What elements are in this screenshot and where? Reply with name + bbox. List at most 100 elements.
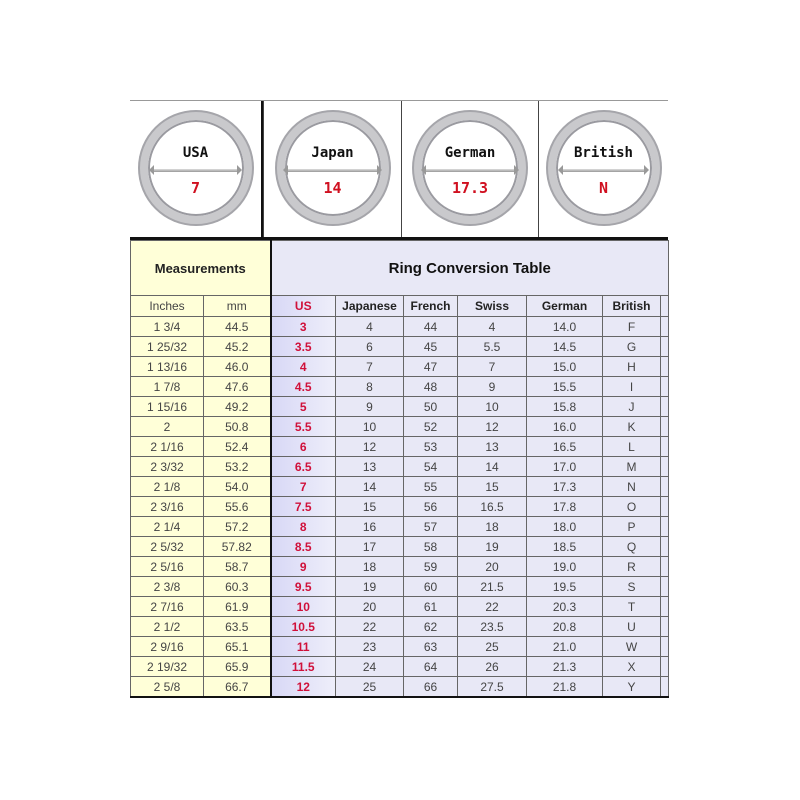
blank-cell <box>660 616 670 637</box>
cell-us: 8 <box>270 516 337 537</box>
col-inches: Inches <box>130 295 204 317</box>
cell-inches: 1 7/8 <box>130 376 204 397</box>
cell-british: G <box>602 336 662 357</box>
cell-british: L <box>602 436 662 457</box>
table-row: 2 5/8 66.7 12 25 66 27.5 21.8 Y <box>130 676 670 698</box>
table-row: 2 5/16 58.7 9 18 59 20 19.0 R <box>130 556 670 577</box>
measurements-header: Measurements <box>129 240 272 296</box>
cell-japanese: 9 <box>335 396 405 417</box>
cell-us: 10 <box>270 596 337 617</box>
cell-us: 9.5 <box>270 576 337 597</box>
cell-japanese: 4 <box>335 316 405 337</box>
cell-japanese: 10 <box>335 416 405 437</box>
table-row: 2 3/16 55.6 7.5 15 56 16.5 17.8 O <box>130 496 670 517</box>
cell-german: 21.3 <box>526 656 604 677</box>
cell-us: 6 <box>270 436 337 457</box>
ring-german: German 17.3 <box>401 101 538 237</box>
cell-mm: 53.2 <box>202 456 272 477</box>
table-title: Ring Conversion Table <box>270 240 670 296</box>
cell-german: 17.0 <box>526 456 604 477</box>
cell-swiss: 10 <box>457 396 528 417</box>
cell-mm: 61.9 <box>202 596 272 617</box>
col-japanese: Japanese <box>335 295 405 317</box>
blank-cell <box>660 356 670 377</box>
cell-german: 18.5 <box>526 536 604 557</box>
cell-german: 17.3 <box>526 476 604 497</box>
cell-french: 63 <box>403 636 459 657</box>
blank-cell <box>660 676 670 698</box>
cell-japanese: 24 <box>335 656 405 677</box>
cell-german: 14.5 <box>526 336 604 357</box>
col-us: US <box>270 295 337 317</box>
cell-german: 18.0 <box>526 516 604 537</box>
cell-british: K <box>602 416 662 437</box>
cell-us: 9 <box>270 556 337 577</box>
cell-german: 15.8 <box>526 396 604 417</box>
cell-french: 66 <box>403 676 459 698</box>
cell-german: 20.8 <box>526 616 604 637</box>
cell-inches: 1 3/4 <box>130 316 204 337</box>
cell-us: 7 <box>270 476 337 497</box>
ring-icon <box>414 112 526 224</box>
cell-mm: 57.82 <box>202 536 272 557</box>
table-row: 1 15/16 49.2 5 9 50 10 15.8 J <box>130 396 670 417</box>
cell-french: 59 <box>403 556 459 577</box>
cell-british: J <box>602 396 662 417</box>
cell-mm: 47.6 <box>202 376 272 397</box>
cell-inches: 2 7/16 <box>130 596 204 617</box>
cell-inches: 2 1/2 <box>130 616 204 637</box>
cell-swiss: 26 <box>457 656 528 677</box>
cell-us: 5 <box>270 396 337 417</box>
cell-inches: 2 <box>130 416 204 437</box>
cell-mm: 65.9 <box>202 656 272 677</box>
cell-german: 21.8 <box>526 676 604 698</box>
blank-cell <box>660 316 670 337</box>
ring-japan: Japan 14 <box>263 101 401 237</box>
cell-inches: 1 13/16 <box>130 356 204 377</box>
blank-cell <box>660 416 670 437</box>
cell-mm: 46.0 <box>202 356 272 377</box>
cell-french: 56 <box>403 496 459 517</box>
blank-cell <box>660 596 670 617</box>
cell-french: 60 <box>403 576 459 597</box>
cell-swiss: 7 <box>457 356 528 377</box>
blank-cell <box>660 436 670 457</box>
blank-cell <box>660 496 670 517</box>
ring-value: N <box>598 179 609 197</box>
cell-japanese: 23 <box>335 636 405 657</box>
cell-german: 19.0 <box>526 556 604 577</box>
cell-german: 14.0 <box>526 316 604 337</box>
cell-french: 44 <box>403 316 459 337</box>
blank-cell <box>660 376 670 397</box>
cell-british: W <box>602 636 662 657</box>
ring-usa: USA 7 <box>130 101 263 237</box>
cell-swiss: 13 <box>457 436 528 457</box>
cell-japanese: 25 <box>335 676 405 698</box>
cell-mm: 63.5 <box>202 616 272 637</box>
cell-us: 4.5 <box>270 376 337 397</box>
cell-french: 45 <box>403 336 459 357</box>
cell-inches: 2 3/8 <box>130 576 204 597</box>
ring-icon <box>276 112 389 224</box>
double-arrow-icon <box>283 165 382 175</box>
cell-swiss: 27.5 <box>457 676 528 698</box>
cell-german: 16.0 <box>526 416 604 437</box>
cell-british: Y <box>602 676 662 698</box>
cell-inches: 2 5/32 <box>130 536 204 557</box>
blank-cell <box>660 456 670 477</box>
table-row: 2 1/4 57.2 8 16 57 18 18.0 P <box>130 516 670 537</box>
cell-british: R <box>602 556 662 577</box>
cell-swiss: 20 <box>457 556 528 577</box>
cell-inches: 2 5/8 <box>130 676 204 698</box>
table-row: 1 7/8 47.6 4.5 8 48 9 15.5 I <box>130 376 670 397</box>
cell-british: H <box>602 356 662 377</box>
cell-us: 6.5 <box>270 456 337 477</box>
cell-swiss: 19 <box>457 536 528 557</box>
table-row: 2 9/16 65.1 11 23 63 25 21.0 W <box>130 636 670 657</box>
cell-british: P <box>602 516 662 537</box>
ring-size-chart: USA 7 Japan 14 German 17.3 British N <box>129 100 670 698</box>
cell-swiss: 12 <box>457 416 528 437</box>
ring-illustrations: USA 7 Japan 14 German 17.3 British N <box>130 100 668 240</box>
cell-mm: 45.2 <box>202 336 272 357</box>
cell-japanese: 14 <box>335 476 405 497</box>
